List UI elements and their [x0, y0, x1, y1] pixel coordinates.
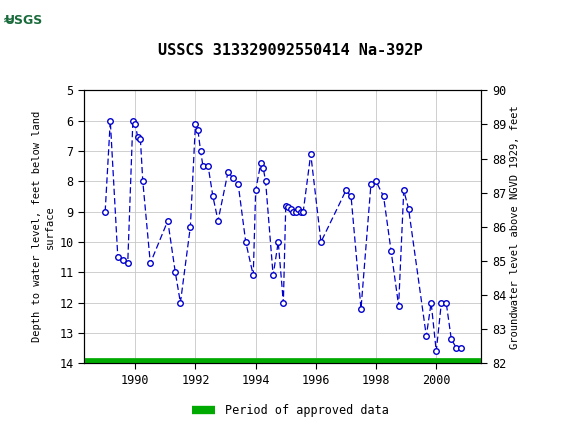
Text: ≈: ≈: [3, 14, 13, 27]
Text: USGS: USGS: [5, 14, 43, 27]
FancyBboxPatch shape: [3, 4, 43, 37]
Legend: Period of approved data: Period of approved data: [187, 399, 393, 422]
Y-axis label: Depth to water level, feet below land
surface: Depth to water level, feet below land su…: [32, 111, 55, 342]
Y-axis label: Groundwater level above NGVD 1929, feet: Groundwater level above NGVD 1929, feet: [510, 105, 520, 349]
Text: USSCS 313329092550414 Na-392P: USSCS 313329092550414 Na-392P: [158, 43, 422, 58]
